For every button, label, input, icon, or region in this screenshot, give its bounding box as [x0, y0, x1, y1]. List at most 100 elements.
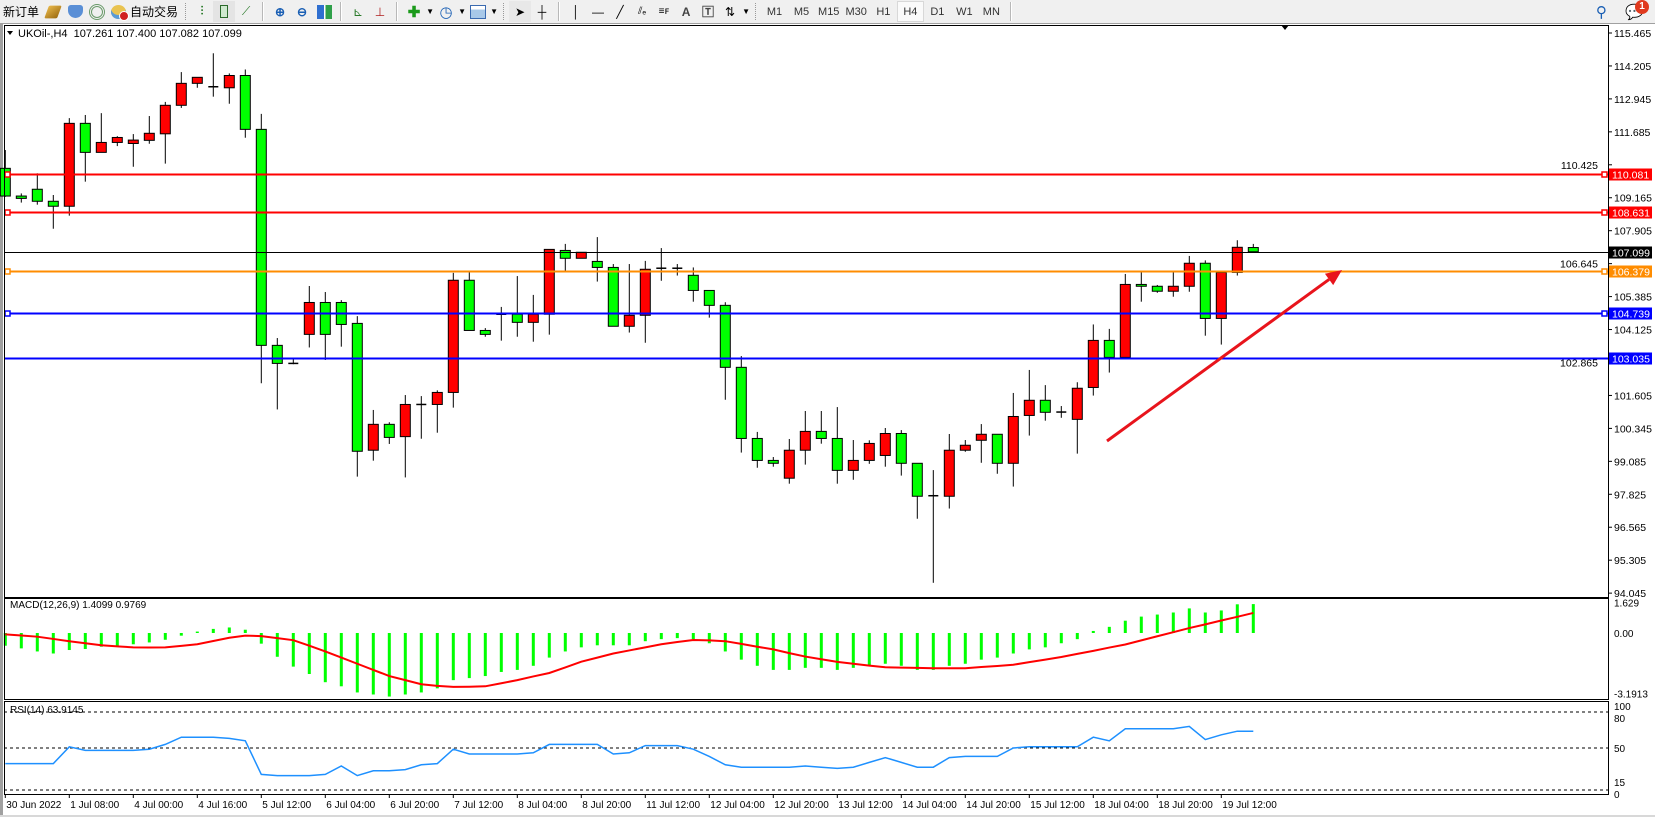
horizontal-line-icon[interactable]: — [592, 4, 605, 19]
candle-body [1007, 415, 1019, 464]
timeframe-m1-button[interactable]: M1 [766, 5, 783, 18]
macd-histogram-bar [963, 633, 967, 664]
timeframe-m5-button[interactable]: M5 [793, 5, 810, 18]
market-cloud-icon[interactable] [64, 1, 86, 22]
macd-histogram-bar [275, 633, 279, 657]
crosshair-icon[interactable]: ┼ [537, 4, 547, 19]
auto-trading-button[interactable]: 自动交易 [108, 1, 181, 22]
toolbar-grip[interactable] [185, 3, 189, 20]
price-line-label: 108.631 [1612, 208, 1650, 220]
time-tick-label: 14 Jul 20:00 [966, 800, 1021, 811]
candle [639, 260, 651, 343]
cursor-icon[interactable]: ➤ [509, 1, 532, 22]
candle-body [687, 274, 699, 291]
macd-histogram-bar [1171, 612, 1175, 633]
new-indicator-dropdown[interactable]: ▼ [426, 7, 434, 16]
macd-histogram-bar [51, 633, 55, 654]
price-tick-label: 104.125 [1614, 325, 1652, 337]
timeframe-h1-button[interactable]: H1 [876, 5, 891, 18]
candle-body [975, 433, 987, 441]
macd-label: MACD(12,26,9) 1.4099 0.9769 [10, 600, 147, 611]
equidistant-channel-icon[interactable]: ⫽ₑ [637, 6, 647, 17]
candle-body [1023, 399, 1035, 416]
candlestick-chart-icon[interactable] [213, 1, 236, 22]
auto-scroll-icon[interactable]: ⊾ [353, 4, 364, 19]
macd-histogram-bar [899, 633, 903, 666]
candle-body [367, 423, 379, 451]
new-indicator-icon[interactable]: ✚ [407, 3, 421, 21]
search-icon[interactable]: ⚲ [1595, 3, 1607, 21]
timeframe-d1-button[interactable]: D1 [930, 5, 945, 18]
candle-body [319, 301, 331, 335]
candle-body [1215, 271, 1227, 319]
rsi-tick-label: 50 [1614, 744, 1626, 755]
macd-histogram-bar [643, 633, 647, 642]
fibonacci-icon[interactable]: ≡ꜰ [658, 6, 670, 17]
chart-shift-marker-icon[interactable] [1281, 25, 1289, 30]
macd-histogram-bar [1107, 626, 1111, 633]
macd-histogram-bar [1123, 620, 1127, 633]
macd-histogram-bar [1219, 610, 1223, 633]
candle [959, 440, 971, 452]
time-tick-label: 30 Jun 2022 [6, 800, 61, 811]
timeframe-w1-button[interactable]: W1 [956, 5, 973, 18]
macd-histogram-bar [659, 633, 663, 640]
candle [656, 248, 667, 281]
signals-icon[interactable] [86, 1, 108, 22]
chat-notification-icon[interactable]: 💬 1 [1622, 0, 1649, 22]
candle [447, 272, 459, 408]
templates-dropdown[interactable]: ▼ [490, 7, 498, 16]
candle-body [1183, 262, 1195, 287]
timeframe-mn-button[interactable]: MN [982, 5, 1000, 18]
macd-histogram-bar [755, 633, 759, 666]
candle-body [191, 76, 203, 84]
candle-body [735, 366, 747, 439]
candle [367, 409, 379, 461]
chart-shift-icon[interactable]: ⊥ [374, 4, 386, 19]
arrows-icon[interactable]: ⇅ [725, 4, 736, 19]
candle [911, 462, 923, 519]
candle [751, 431, 763, 468]
time-tick-label: 12 Jul 20:00 [774, 800, 829, 811]
candle-body [303, 301, 315, 335]
text-label-icon[interactable]: 🅃 [702, 5, 715, 19]
candle-body [111, 136, 123, 143]
header-dropdown-icon[interactable] [7, 31, 13, 35]
bar-chart-icon[interactable]: ⫶ [200, 4, 204, 18]
periods-clock-icon[interactable]: ◷ [439, 3, 453, 21]
candle [31, 173, 43, 205]
rsi-line [5, 725, 1254, 777]
zoom-in-icon[interactable]: ⊕ [275, 4, 286, 19]
candle-body [639, 268, 651, 316]
candle-body [143, 132, 155, 141]
macd-histogram-bar [195, 631, 199, 633]
price-tick-label: 112.945 [1614, 94, 1651, 106]
macd-histogram-bar [1027, 633, 1031, 650]
time-tick-label: 18 Jul 20:00 [1158, 800, 1213, 811]
macd-histogram-bar [1043, 633, 1047, 648]
zoom-out-icon[interactable]: ⊖ [297, 4, 308, 19]
gold-bars-icon[interactable] [42, 1, 64, 22]
timeframe-h4-button[interactable]: H4 [896, 1, 924, 22]
vertical-line-icon[interactable]: │ [572, 4, 580, 19]
templates-icon[interactable] [467, 1, 489, 22]
text-icon[interactable]: A [681, 4, 691, 19]
timeframe-m30-button[interactable]: M30 [845, 5, 867, 18]
trendline-icon[interactable]: ╱ [616, 4, 624, 19]
macd-histogram-bar [323, 633, 327, 683]
time-tick-label: 11 Jul 12:00 [646, 800, 700, 811]
periods-dropdown[interactable]: ▼ [458, 7, 466, 16]
candle [672, 264, 683, 276]
candle [143, 116, 155, 144]
arrows-dropdown[interactable]: ▼ [742, 7, 750, 16]
tile-windows-icon[interactable] [313, 1, 335, 22]
timeframe-m15-button[interactable]: M15 [818, 5, 840, 18]
candle [319, 292, 331, 361]
candle-body [159, 104, 171, 135]
macd-histogram-bar [787, 633, 791, 670]
candle-body [815, 430, 827, 439]
new-order-button[interactable]: 新订单 [0, 1, 42, 22]
candle [719, 302, 731, 400]
line-chart-icon[interactable]: ⟋ [241, 4, 251, 18]
